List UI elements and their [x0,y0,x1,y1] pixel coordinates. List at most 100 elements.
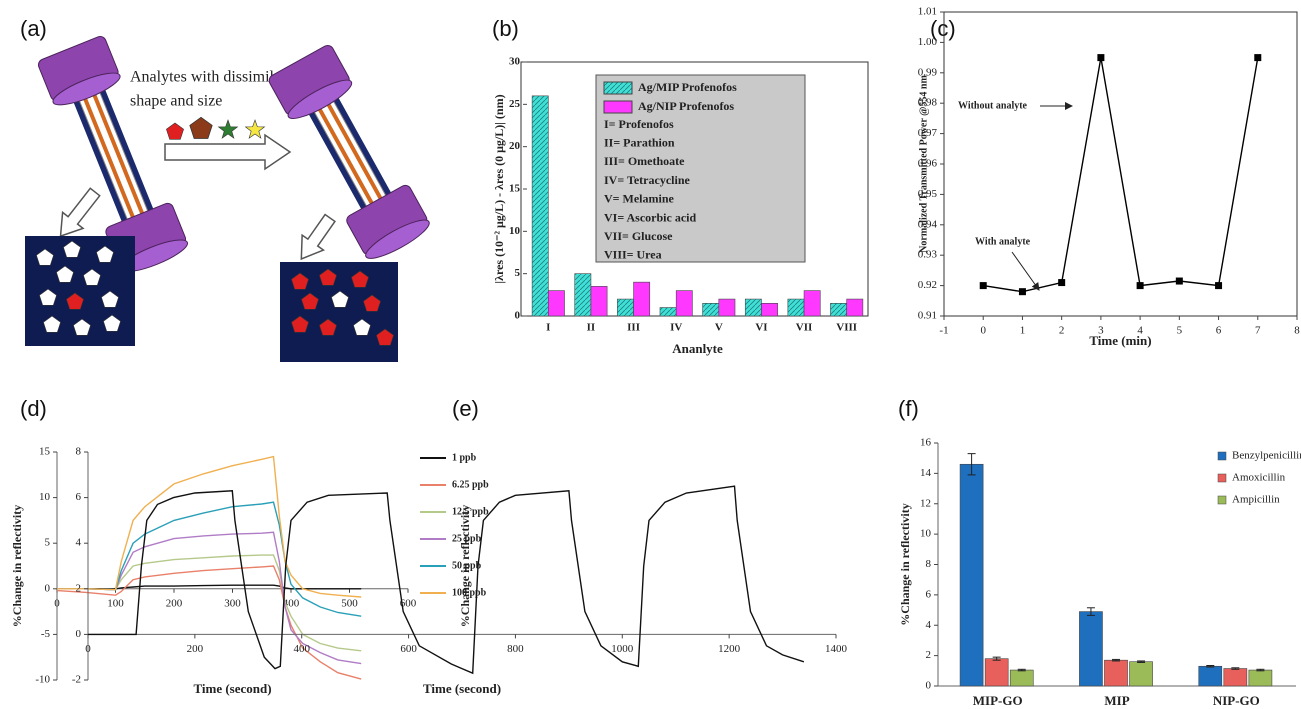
y-tick-label: 20 [509,140,521,152]
bar [830,302,847,317]
x-tick-label: 6 [1216,325,1222,337]
marker [1018,288,1026,296]
y-tick-label: 0.92 [918,279,937,291]
y-tick-label: 0.96 [918,158,938,170]
caption: Analytes with dissimilar [130,69,287,86]
marker [1175,277,1183,285]
bar [1129,661,1153,687]
y-tick-label: 0.98 [918,97,938,109]
y-axis-label: %Change in reflectivity [458,505,472,627]
bar [787,298,805,317]
cap-end [52,72,121,106]
y-tick-label: 14 [920,467,932,479]
annotation: With analyte [975,236,1031,247]
legend-note: V= Melamine [604,192,674,206]
x-tick-label: -1 [939,325,948,337]
error-bar [992,656,1001,661]
x-tick-label: 7 [1255,325,1261,337]
legend-label: 1 ppb [452,452,477,463]
x-axis-label: Time (min) [1089,333,1151,348]
y-axis-label: %Change in reflectivity [898,503,912,625]
y-tick-label: 10 [509,225,521,237]
y-tick-label: -2 [72,674,81,686]
arrow [300,213,336,261]
analyte [245,119,265,139]
panel-label: (d) [20,396,47,421]
strip [78,86,137,222]
legend-note: VII= Glucose [604,229,673,243]
y-tick-label: 5 [515,267,521,279]
y-tick-label: 6 [926,588,932,600]
x-tick-label: 5 [1177,325,1183,337]
bar [1248,669,1273,687]
y-tick-label: 0 [515,310,521,322]
x-tick-label: MIP [1104,693,1129,708]
y-tick-label: 15 [39,446,51,458]
x-tick-label: 200 [166,597,183,609]
x-tick-label: 600 [400,597,417,609]
x-tick-label: 600 [400,643,417,655]
legend-swatch [1217,473,1227,483]
y-tick-label: 10 [39,491,51,503]
strip [311,97,376,208]
x-tick-label: 1 [1020,325,1026,337]
y-tick-label: 0 [926,680,932,692]
x-tick-label: 0 [85,643,91,655]
bar [531,95,549,317]
y-tick-label: 12 [920,497,931,509]
plot-frame [520,61,869,317]
y-tick-label: 25 [509,98,521,110]
y-tick-label: 4 [76,537,82,549]
y-tick-label: 4 [926,619,932,631]
cap-end [287,79,353,119]
y-tick-label: 15 [509,183,521,195]
error-bar [1231,667,1240,670]
annotation: Without analyte [958,100,1028,111]
y-tick-label: 0 [45,582,51,594]
legend-note: I= Profenofos [604,117,674,131]
cylinder [268,44,430,259]
panel-a: (a) Analytes with dissimilar shape and s… [20,16,430,362]
error-bar [1256,668,1265,672]
legend-label: 100 ppb [452,587,487,598]
x-tick-label: IV [670,322,682,334]
cap-end [365,219,430,259]
marker [1058,279,1066,287]
y-tick-label: -5 [41,628,51,640]
x-tick-label: 800 [507,643,524,655]
x-tick-label: 200 [187,643,204,655]
legend-label: 25 ppb [452,533,482,544]
panel-label: (e) [452,396,479,421]
panel: (f) 0 2 4 6 8 10 12 14 16 %Change in reflectivity M… [898,396,1301,708]
error-bar [1017,668,1026,672]
legend-note: II= Parathion [604,135,675,149]
x-tick-label: 1000 [611,643,634,655]
line [57,501,362,617]
bar [675,290,693,317]
panel: (c) 0.91 0.92 0.93 0.94 0.95 0.96 0.97 0.98 0.99 1… [918,6,1301,348]
x-tick-label: 100 [107,597,124,609]
x-tick-label: VIII [836,322,857,334]
line [56,565,362,680]
x-tick-label: V [715,322,723,334]
bar [803,290,821,317]
y-tick-label: 6 [76,491,82,503]
legend-swatch [1217,495,1227,505]
x-tick-label: 400 [293,643,310,655]
y-tick-label: 8 [76,446,82,458]
bar [590,286,608,317]
panel: (b) 0 5 10 15 20 25 30 Ananlyte |λres (10⁻² μg/L)… [492,16,869,356]
y-axis-label: Normalized Transmitted Power @554 nm [918,75,929,253]
bar [1104,659,1128,687]
bar [617,298,634,317]
y-tick-label: 30 [509,56,521,68]
error-bar [967,453,976,476]
x-tick-label: II [587,322,596,334]
line [983,57,1259,293]
x-tick-label: 0 [54,597,60,609]
strip [87,82,146,218]
analyte [218,119,238,139]
marker [979,282,987,290]
legend-label: Ag/NIP Profenofos [638,99,734,113]
